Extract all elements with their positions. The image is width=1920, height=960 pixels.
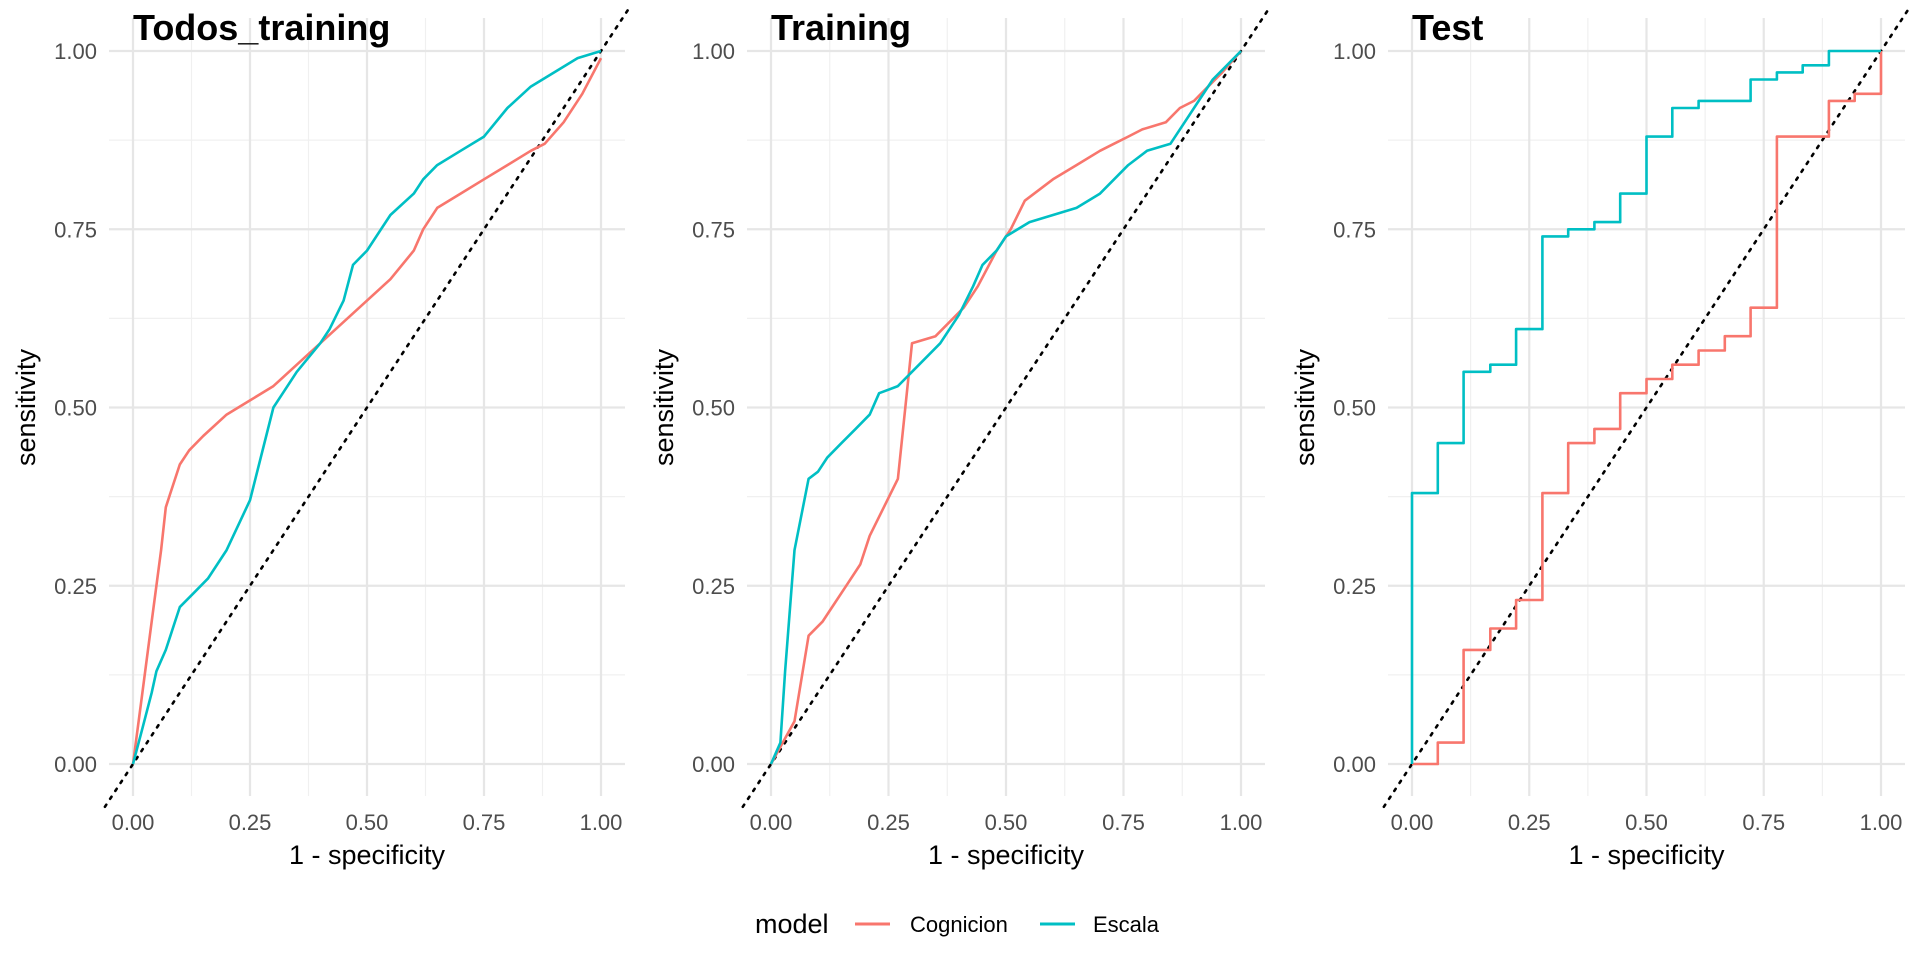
reference-diagonal [1382, 6, 1911, 809]
x-tick-label: 1.00 [1860, 810, 1903, 835]
series-line-cognicion [769, 50, 1242, 765]
y-tick-label: 0.50 [1333, 396, 1376, 421]
panel-title: Test [1412, 7, 1483, 48]
x-tick-label: 1.00 [580, 810, 623, 835]
y-tick-label: 1.00 [692, 39, 735, 64]
x-tick-label: 0.00 [750, 810, 793, 835]
x-axis-label: 1 - specificity [289, 840, 446, 870]
y-axis-label: sensitivity [649, 348, 679, 466]
x-tick-label: 0.25 [867, 810, 910, 835]
y-tick-label: 1.00 [1333, 39, 1376, 64]
legend-title: model [755, 909, 829, 939]
y-tick-label: 0.50 [692, 396, 735, 421]
y-tick-label: 0.75 [54, 217, 97, 242]
x-axis-label: 1 - specificity [928, 840, 1085, 870]
series-line-escala [1410, 49, 1881, 764]
y-tick-label: 0.25 [54, 574, 97, 599]
chart-panel-test: 0.00 0.25 0.50 0.75 1.00 0.00 0.25 0.50 0.75 1.00… [1290, 6, 1911, 870]
x-tick-label: 0.25 [1508, 810, 1551, 835]
x-tick-label: 0.50 [346, 810, 389, 835]
series-line-escala [131, 49, 602, 765]
x-tick-label: 0.75 [1742, 810, 1785, 835]
x-tick-label: 0.50 [1625, 810, 1668, 835]
y-tick-label: 0.50 [54, 396, 97, 421]
y-tick-label: 0.00 [54, 752, 97, 777]
series-line-cognicion [131, 57, 603, 765]
y-axis-label: sensitivity [11, 348, 41, 466]
series-line-cognicion [1412, 51, 1883, 766]
panel-title: Training [771, 7, 911, 48]
chart-panel-training: 0.00 0.25 0.50 0.75 1.00 0.00 0.25 0.50 0.75 1.00… [649, 6, 1271, 870]
reference-diagonal [103, 6, 631, 809]
panels-group: 0.00 0.25 0.50 0.75 1.00 0.00 0.25 0.50 0.75 1.00… [11, 6, 1911, 870]
x-tick-label: 0.25 [229, 810, 272, 835]
x-axis-label: 1 - specificity [1568, 840, 1725, 870]
x-tick-label: 0.75 [1102, 810, 1145, 835]
reference-diagonal [741, 6, 1271, 809]
y-tick-label: 0.25 [692, 574, 735, 599]
legend-label-cognicion: Cognicion [910, 912, 1008, 937]
y-tick-label: 0.75 [1333, 217, 1376, 242]
chart-panel-todos-training: 0.00 0.25 0.50 0.75 1.00 0.00 0.25 0.50 0.75 1.00… [11, 6, 631, 870]
x-tick-label: 0.00 [1391, 810, 1434, 835]
y-tick-label: 0.25 [1333, 574, 1376, 599]
y-tick-label: 1.00 [54, 39, 97, 64]
panel-title: Todos_training [133, 7, 390, 48]
y-axis-label: sensitivity [1290, 348, 1320, 466]
x-tick-label: 1.00 [1220, 810, 1263, 835]
legend: model Cognicion Escala [755, 909, 1160, 939]
x-tick-label: 0.75 [463, 810, 506, 835]
y-tick-label: 0.75 [692, 217, 735, 242]
legend-label-escala: Escala [1093, 912, 1160, 937]
series-line-escala [769, 50, 1242, 765]
y-tick-label: 0.00 [692, 752, 735, 777]
y-tick-label: 0.00 [1333, 752, 1376, 777]
x-tick-label: 0.50 [985, 810, 1028, 835]
x-tick-label: 0.00 [112, 810, 155, 835]
